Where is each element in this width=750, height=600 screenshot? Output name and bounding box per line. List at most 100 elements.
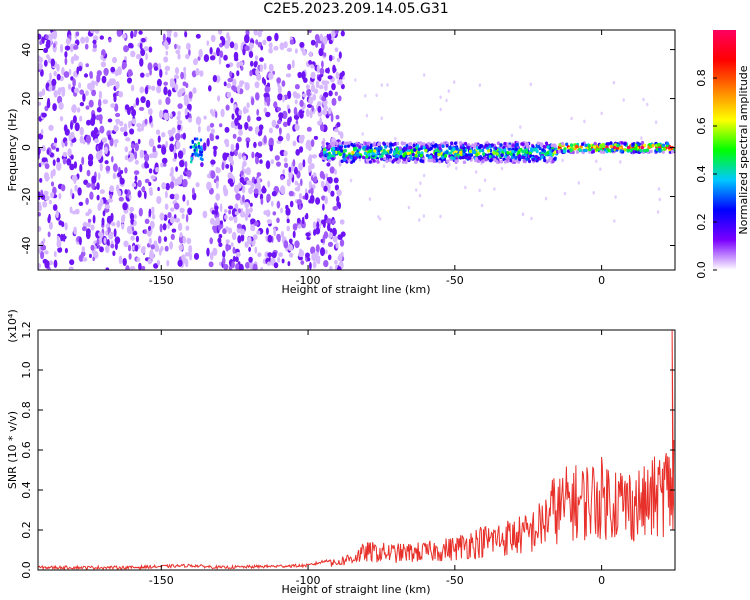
- spectrogram-cell: [134, 159, 139, 165]
- spectrogram-cell: [99, 35, 105, 40]
- spectrogram-cell: [417, 147, 421, 152]
- spectrogram-cell: [39, 40, 43, 46]
- spectrogram-cell: [234, 117, 239, 126]
- spectrogram-cell: [308, 180, 312, 190]
- spectrogram-cell: [187, 207, 193, 216]
- spectrogram-cell: [482, 152, 486, 156]
- spectrogram-cell: [48, 213, 51, 222]
- spectrogram-cell: [330, 113, 334, 123]
- spectrogram-cell: [276, 217, 280, 224]
- spectrogram-cell: [626, 145, 631, 150]
- spectrogram-cell: [325, 152, 329, 157]
- spectrogram-cell: [79, 126, 84, 136]
- spectrogram-cell: [104, 204, 111, 209]
- spectrogram-cell: [121, 61, 127, 69]
- spectrogram-cell: [159, 110, 164, 119]
- spectrogram-cell: [250, 218, 256, 223]
- spectrogram-cell: [301, 71, 306, 80]
- spectrogram-cell: [105, 267, 110, 270]
- spectrogram-cell: [254, 55, 259, 61]
- spectrogram-cell: [206, 137, 210, 147]
- spectrogram-cell: [117, 190, 122, 197]
- spectrogram-cell: [173, 202, 180, 210]
- spectrogram-cell: [416, 144, 420, 148]
- spectrogram-cell: [230, 242, 234, 247]
- spectrogram-cell: [302, 49, 307, 56]
- spectrogram-cell: [338, 253, 343, 262]
- spectrogram-cell: [85, 197, 89, 205]
- spectrogram-cell: [138, 262, 142, 270]
- spectrogram-cell: [41, 88, 46, 96]
- spectrogram-cell: [219, 220, 223, 225]
- spectrogram-cell: [263, 135, 267, 144]
- spectrogram-cell: [277, 256, 281, 263]
- spectrogram-cell: [277, 93, 283, 101]
- spectrogram-cell: [51, 78, 57, 86]
- spectrogram-cell: [50, 181, 55, 187]
- spectrogram-cell: [237, 208, 242, 214]
- spectrogram-cell: [532, 147, 536, 152]
- spectrogram-cell: [230, 143, 235, 153]
- spectrogram-cell: [307, 257, 311, 262]
- spectrogram-cell: [368, 145, 373, 150]
- spectrogram-cell: [218, 242, 223, 247]
- spectrogram-cell: [283, 150, 288, 157]
- spectrogram-cell: [163, 214, 168, 221]
- spectrogram-cell: [53, 90, 58, 98]
- spectrogram-cell: [569, 148, 573, 152]
- spectrogram-cell: [416, 141, 421, 145]
- spectrogram-cell: [235, 256, 239, 263]
- spectrogram-cell: [225, 164, 230, 169]
- spectrogram-cell: [160, 245, 164, 252]
- spectrogram-cell: [496, 141, 500, 145]
- spectrogram-cell: [183, 94, 189, 103]
- spectrogram-cell: [396, 160, 400, 164]
- spectrogram-cell: [334, 184, 339, 191]
- spectrogram-cell: [298, 162, 303, 171]
- spectrogram-cell: [264, 251, 269, 259]
- spectrogram-cell: [91, 80, 96, 85]
- spectrogram-cell: [173, 74, 179, 80]
- spectrogram-cell: [478, 83, 482, 87]
- spectrogram-cell: [153, 66, 159, 71]
- spectrogram-cell: [478, 148, 482, 153]
- spectrogram-cell: [40, 194, 46, 200]
- spectrogram-cell: [332, 64, 336, 74]
- spectrogram-cell: [379, 217, 382, 221]
- spectrogram-cell: [82, 226, 87, 232]
- spectrogram-cell: [506, 156, 511, 160]
- spectrogram-cell: [174, 217, 181, 223]
- spectrogram-cell: [121, 214, 125, 224]
- spectrogram-cell: [245, 137, 251, 144]
- spectrogram-cell: [294, 123, 300, 131]
- spectrogram-cell: [384, 151, 388, 155]
- spectrogram-cell: [524, 148, 529, 152]
- spectrogram-cell: [150, 122, 154, 128]
- snr-y-multiplier: (x10⁴): [6, 309, 19, 343]
- spectrogram-cell: [514, 147, 518, 152]
- spectrogram-cell: [41, 157, 47, 163]
- spectrogram-cell: [182, 194, 186, 202]
- spectrogram-cell: [183, 71, 187, 80]
- spectrogram-cell: [216, 47, 221, 57]
- spectrogram-cell: [141, 187, 146, 192]
- spectrogram-cell: [288, 238, 293, 244]
- spectrogram-cell: [64, 57, 68, 66]
- spectrogram-cell: [317, 76, 321, 81]
- spectrogram-cell: [613, 219, 616, 223]
- spectrogram-cell: [468, 156, 472, 160]
- spectrogram-cell: [103, 237, 107, 244]
- spectrogram-cell: [322, 150, 327, 155]
- spectrogram-cell: [208, 261, 214, 268]
- spectrogram-cell: [366, 146, 370, 150]
- spectrogram-cell: [358, 145, 362, 149]
- spectrogram-cell: [102, 210, 106, 217]
- spectrogram-cell: [448, 146, 452, 151]
- spectrogram-cell: [282, 121, 288, 128]
- spectrogram-cell: [312, 260, 317, 269]
- spectrogram-cell: [302, 159, 306, 168]
- spectrogram-cell: [74, 184, 78, 192]
- spectrogram-cell: [452, 156, 456, 161]
- spectrogram-cell: [148, 225, 151, 231]
- spectrogram-cell: [606, 142, 611, 146]
